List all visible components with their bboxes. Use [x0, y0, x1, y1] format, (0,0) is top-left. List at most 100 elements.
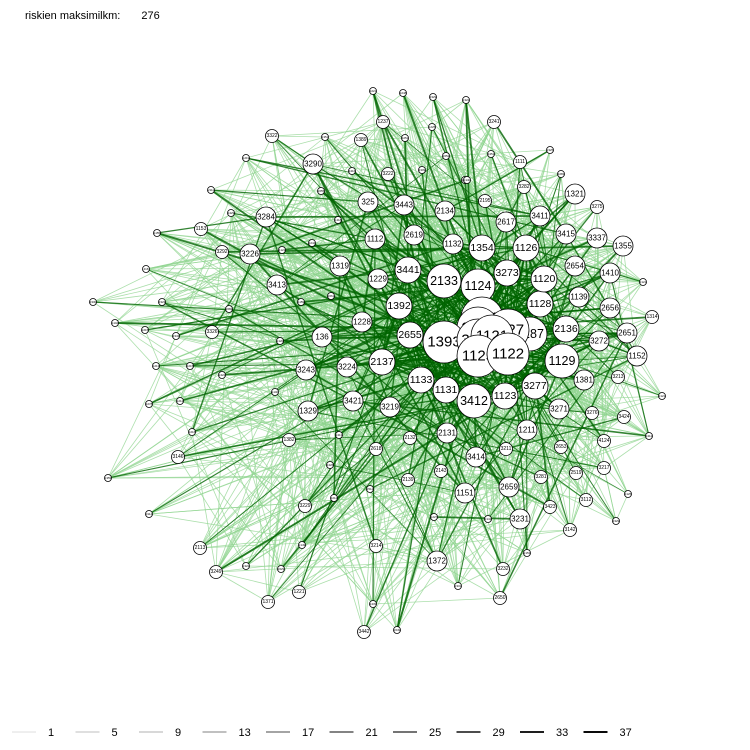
edge: [107, 406, 391, 479]
edge: [155, 249, 283, 367]
graph-node: 2149: [298, 541, 306, 549]
node-circle: [282, 433, 296, 447]
node-circle: [544, 343, 580, 379]
node-circle: [295, 359, 317, 381]
legend-label: 9: [175, 727, 181, 739]
edge: [372, 470, 442, 605]
edge: [569, 440, 605, 531]
edge: [148, 403, 282, 570]
legend-label: 25: [429, 727, 441, 739]
graph-node: 1142: [111, 319, 119, 327]
edge: [210, 121, 384, 191]
edge: [210, 189, 369, 203]
node-circle: [152, 362, 160, 370]
node-circle: [298, 541, 306, 549]
graph-node: 1132: [442, 233, 464, 255]
node-label: 1393: [427, 334, 460, 351]
graph-node: 3441: [394, 256, 422, 284]
graph-node: 3439: [369, 600, 377, 608]
node-circle: [399, 89, 407, 97]
edge: [445, 155, 562, 175]
edge: [432, 96, 483, 249]
node-label: 3273: [495, 267, 519, 279]
node-circle: [612, 517, 620, 525]
node-label: 1322: [243, 564, 250, 568]
graph-node: 2216: [188, 428, 196, 436]
node-label: 3214: [370, 543, 381, 549]
graph-node: 3421: [342, 390, 364, 412]
graph-node: 3276: [585, 406, 599, 420]
node-circle: [658, 392, 666, 400]
node-label: 3451: [488, 152, 495, 156]
node-label: 3443: [395, 201, 413, 210]
node-circle: [624, 490, 632, 498]
node-circle: [255, 206, 277, 228]
node-label: 3277: [523, 380, 547, 392]
graph-node: 1155: [153, 229, 161, 237]
node-label: 1129: [549, 354, 576, 368]
graph-node: 1225: [428, 123, 436, 131]
node-circle: [513, 155, 527, 169]
node-label: 2655: [318, 189, 325, 193]
edge: [372, 597, 501, 605]
edge: [307, 410, 374, 605]
graph-node: 2519: [569, 466, 583, 480]
node-label: 1321: [566, 190, 584, 199]
node-circle: [442, 152, 450, 160]
edge: [560, 379, 585, 448]
node-circle: [616, 322, 638, 344]
graph-node: 3443: [393, 194, 415, 216]
node-label: 3221: [370, 89, 377, 93]
node-circle: [393, 626, 401, 634]
edge: [320, 190, 415, 236]
node-circle: [436, 422, 458, 444]
graph-node: 3442: [357, 625, 371, 639]
node-circle: [523, 549, 531, 557]
node-label: 218: [143, 267, 148, 271]
edge: [271, 126, 433, 137]
graph-node: 1128: [526, 290, 554, 318]
graph-node: 3290: [302, 153, 324, 175]
node-circle: [227, 209, 235, 217]
node-label: 2519: [570, 470, 581, 476]
edge: [569, 376, 619, 531]
graph-node: 1153: [194, 222, 208, 236]
node-label: 1314: [646, 314, 657, 320]
node-circle: [308, 239, 316, 247]
edge: [339, 265, 466, 494]
node-label: 3249: [210, 569, 221, 575]
node-label: 3326: [206, 329, 217, 335]
edge: [210, 189, 483, 249]
edge: [249, 173, 389, 255]
edge: [191, 431, 306, 507]
edge: [307, 410, 528, 554]
node-circle: [462, 96, 470, 104]
node-circle: [188, 428, 196, 436]
node-circle: [330, 494, 338, 502]
graph-node: 2143: [434, 464, 448, 478]
graph-node: 1152: [626, 345, 648, 367]
node-label: 3329: [613, 519, 620, 523]
edge: [603, 467, 617, 522]
node-label: 2629: [278, 567, 285, 571]
edge: [215, 560, 438, 573]
edge: [249, 253, 379, 280]
node-circle: [403, 224, 425, 246]
node-circle: [563, 523, 577, 537]
node-circle: [396, 321, 424, 349]
node-circle: [407, 366, 435, 394]
graph-node: 2618: [369, 442, 383, 456]
edge: [333, 265, 341, 499]
node-circle: [516, 419, 538, 441]
graph-node: 2652: [442, 152, 450, 160]
node-label: 2325: [547, 148, 554, 152]
node-circle: [276, 337, 284, 345]
node-label: 3248: [400, 91, 407, 95]
graph-node: 1139: [568, 286, 590, 308]
node-circle: [496, 562, 510, 576]
graph-node: 1126: [512, 234, 540, 262]
edge: [402, 92, 486, 202]
node-circle: [529, 205, 551, 227]
node-label: 2512: [367, 487, 374, 491]
node-circle: [499, 442, 513, 456]
